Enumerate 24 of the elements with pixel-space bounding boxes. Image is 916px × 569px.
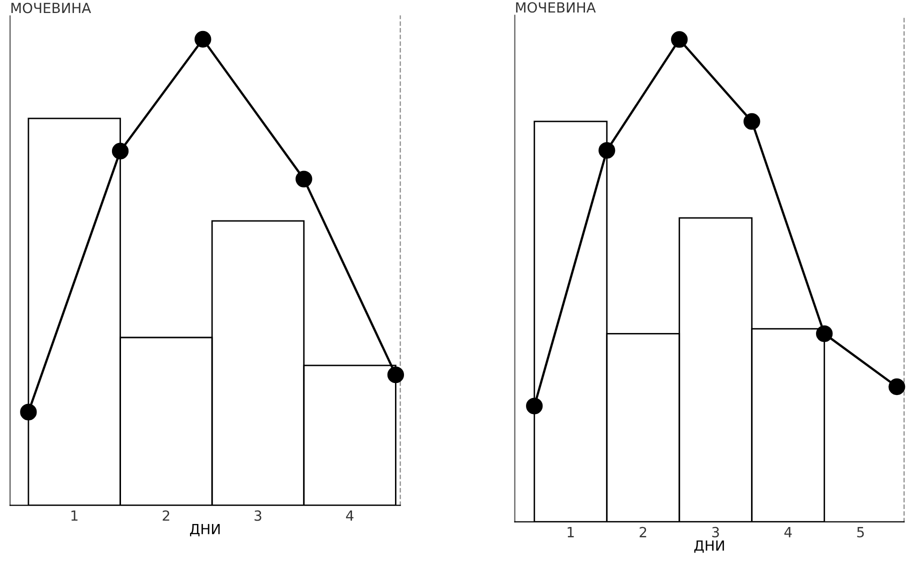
x-tick-label: 2 [640, 526, 646, 538]
x-axis-title: ДНИ [190, 524, 220, 536]
x-tick-label: 2 [162, 510, 170, 521]
x-tick-label: 3 [712, 526, 719, 538]
x-tick-label: 5 [857, 527, 864, 538]
point [112, 142, 129, 160]
point [526, 398, 543, 414]
y-axis-title: МОЧЕВИНА [516, 2, 596, 13]
point [671, 31, 688, 48]
point [387, 366, 404, 384]
point [194, 30, 212, 48]
x-tick-label: 4 [784, 527, 792, 538]
point [816, 325, 833, 342]
point [598, 142, 616, 159]
point [888, 378, 906, 396]
x-tick-label: 4 [346, 510, 354, 521]
x-tick-label: 1 [568, 527, 574, 538]
point [20, 404, 37, 420]
point [744, 113, 760, 130]
x-axis-title: ДНИ [694, 540, 724, 553]
x-tick-label: 1 [71, 510, 78, 521]
point [296, 170, 312, 188]
x-tick-label: 3 [254, 510, 262, 521]
y-axis-title: МОЧЕВИНА [11, 2, 92, 14]
